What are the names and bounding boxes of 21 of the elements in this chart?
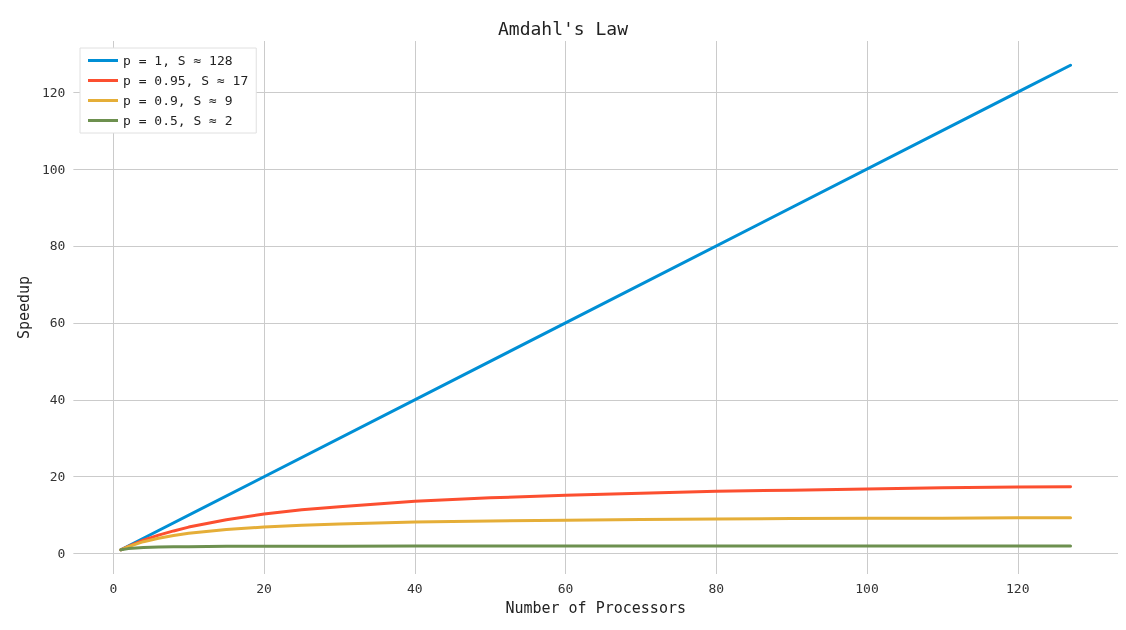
legend-label: p = 0.95, S ≈ 17 (123, 73, 249, 88)
y-tick-label: 80 (49, 238, 66, 254)
y-axis-title: Speedup (14, 275, 33, 340)
y-tick-label: 60 (49, 315, 66, 331)
y-tick-label: 0 (57, 546, 66, 562)
x-axis-title: Number of Processors (505, 598, 686, 617)
legend-label: p = 0.9, S ≈ 9 (123, 93, 233, 108)
x-tick-label: 0 (109, 581, 118, 596)
chart-title: Amdahl's Law (497, 17, 629, 39)
x-tick-label: 60 (557, 581, 574, 596)
x-tick-label: 100 (855, 581, 879, 596)
y-tick-label: 20 (49, 469, 66, 485)
x-tick-label: 20 (256, 581, 272, 596)
x-tick-label: 80 (708, 581, 725, 596)
y-tick-label: 100 (41, 161, 66, 177)
y-tick-label: 120 (41, 84, 66, 100)
y-tick-label: 40 (49, 392, 66, 408)
legend-label: p = 0.5, S ≈ 2 (123, 113, 233, 128)
legend-label: p = 1, S ≈ 128 (123, 53, 233, 68)
x-tick-label: 40 (406, 581, 423, 596)
x-tick-label: 120 (1006, 581, 1030, 596)
